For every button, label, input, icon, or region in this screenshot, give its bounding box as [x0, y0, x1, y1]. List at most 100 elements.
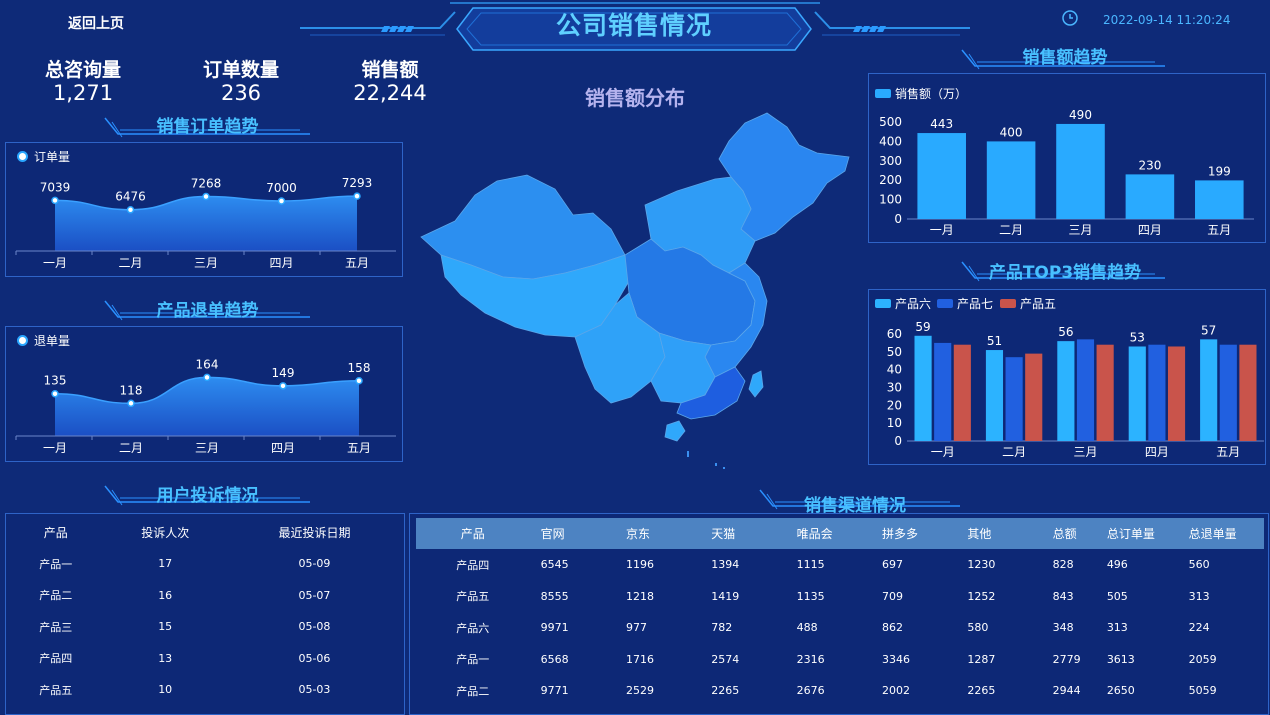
- bar[interactable]: [1200, 339, 1218, 441]
- x-tick-label: 二月: [119, 441, 143, 455]
- col-header: 总订单量: [1096, 518, 1179, 549]
- table-row[interactable]: 产品六 9971 977 782 488 862 580 348 313 224: [416, 612, 1264, 644]
- table-cell: 05-09: [298, 557, 331, 571]
- table-cell: 产品一: [39, 557, 73, 571]
- table-row[interactable]: 产品三 15 05-08: [6, 611, 404, 643]
- table-row[interactable]: 产品一 6568 1716 2574 2316 3346 1287 2779 3613 2059: [416, 644, 1264, 676]
- y-tick-label: 50: [887, 345, 902, 359]
- table-cell: 1218: [625, 589, 654, 603]
- data-point[interactable]: [126, 205, 135, 214]
- channels-title: 销售渠道情况: [804, 496, 906, 516]
- table-header-row: 产品 官网 京东 天猫 唯品会 拼多多 其他 总额 总订单量 总退单量: [416, 518, 1264, 549]
- bar[interactable]: [986, 141, 1036, 219]
- table-cell: 2779: [1052, 652, 1081, 666]
- x-tick-label: 一月: [43, 441, 67, 455]
- data-point[interactable]: [202, 192, 210, 201]
- legend-dot-icon: [17, 151, 28, 162]
- col-header: 最近投诉日期: [278, 526, 351, 540]
- legend-label: 产品七: [957, 297, 994, 311]
- map-region-taiwan[interactable]: [748, 370, 764, 398]
- x-tick-label: 一月: [931, 445, 955, 459]
- bar[interactable]: [1195, 180, 1244, 219]
- data-label: 7000: [266, 181, 297, 195]
- table-cell: 产品一: [456, 653, 490, 667]
- y-tick-label: 400: [879, 134, 902, 148]
- table-cell: 2265: [711, 684, 740, 698]
- data-point[interactable]: [51, 389, 59, 398]
- stat-orders: 订单数量 236: [181, 55, 301, 105]
- table-cell: 05-08: [298, 620, 331, 634]
- data-label: 118: [120, 383, 143, 397]
- refund-legend[interactable]: 退单量: [17, 332, 70, 349]
- table-row[interactable]: 产品五 8555 1218 1419 1135 709 1252 843 505 313: [416, 581, 1264, 613]
- clock-icon: [1062, 10, 1078, 26]
- data-point[interactable]: [127, 399, 135, 408]
- table-cell: 13: [158, 651, 173, 665]
- map-region-guangdong[interactable]: [676, 366, 746, 420]
- data-point[interactable]: [277, 197, 286, 205]
- x-tick-label: 三月: [194, 256, 218, 270]
- bar[interactable]: [1076, 339, 1095, 441]
- sales-trend-panel: 销售额（万） 0 100 200 300 400 500 443 一月 400 二月 490 三月 23…: [868, 73, 1266, 243]
- col-header: 拼多多: [871, 518, 958, 549]
- bar[interactable]: [934, 342, 952, 441]
- table-cell: 2650: [1106, 684, 1135, 698]
- table-cell: 1419: [711, 589, 740, 603]
- bar[interactable]: [1219, 344, 1237, 441]
- table-row[interactable]: 产品二 16 05-07: [6, 580, 404, 612]
- stat-inquiries: 总咨询量 1,271: [23, 55, 143, 105]
- bar[interactable]: [1005, 357, 1023, 441]
- table-cell: 9771: [540, 684, 569, 698]
- data-point[interactable]: [353, 192, 361, 200]
- data-point[interactable]: [51, 196, 59, 205]
- y-tick-label: 30: [887, 381, 902, 395]
- table-cell: 9971: [540, 621, 569, 635]
- x-tick-label: 一月: [43, 256, 67, 270]
- order-legend[interactable]: 订单量: [17, 148, 70, 165]
- refund-trend-panel: 退单量 135 一月 118 二月 164 三月 149 四月 158 五月: [5, 326, 403, 462]
- china-sales-map[interactable]: [415, 105, 860, 480]
- datetime: 2022-09-14 11:20:24: [1103, 13, 1231, 27]
- bar[interactable]: [1128, 346, 1146, 441]
- table-row[interactable]: 产品五 10 05-03: [6, 674, 404, 706]
- bar[interactable]: [914, 335, 932, 441]
- bar[interactable]: [1167, 346, 1186, 441]
- table-row[interactable]: 产品四 13 05-06: [6, 643, 404, 675]
- data-label: 7268: [191, 177, 222, 191]
- bar[interactable]: [1025, 353, 1043, 441]
- data-point[interactable]: [355, 377, 363, 385]
- y-tick-label: 0: [894, 212, 902, 226]
- data-label: 400: [1000, 125, 1023, 139]
- bar[interactable]: [917, 133, 966, 219]
- table-cell: 348: [1052, 621, 1074, 635]
- map-region-hainan[interactable]: [664, 420, 686, 442]
- bar[interactable]: [953, 344, 971, 441]
- bar[interactable]: [1056, 123, 1105, 219]
- data-point[interactable]: [279, 382, 287, 390]
- bar[interactable]: [1148, 344, 1166, 441]
- title-frame-shape: [456, 7, 812, 51]
- sales-legend[interactable]: 销售额（万）: [875, 85, 967, 102]
- table-cell: 2676: [796, 684, 825, 698]
- bar[interactable]: [1096, 344, 1114, 441]
- top3-legend-p5[interactable]: 产品五: [1000, 295, 1056, 312]
- top3-legend-p7[interactable]: 产品七: [937, 295, 993, 312]
- x-tick-label: 五月: [1216, 445, 1240, 459]
- table-row[interactable]: 产品四 6545 1196 1394 1115 697 1230 828 496 560: [416, 549, 1264, 581]
- col-header: 总额: [1042, 518, 1097, 549]
- back-link[interactable]: 返回上页: [68, 16, 124, 32]
- table-row[interactable]: 产品一 17 05-09: [6, 548, 404, 580]
- bar[interactable]: [985, 350, 1004, 441]
- bar[interactable]: [1239, 344, 1257, 441]
- table-cell: 16: [158, 588, 173, 602]
- bar[interactable]: [1057, 341, 1075, 441]
- data-point[interactable]: [203, 373, 211, 382]
- south-sea-islands: [687, 451, 725, 469]
- order-area-chart: 7039 一月 6476 二月 7268 三月 7000 四月 7293 五月: [15, 176, 396, 270]
- table-row[interactable]: 产品二 9771 2529 2265 2676 2002 2265 2944 2650 5059: [416, 675, 1264, 707]
- y-tick-label: 10: [887, 416, 902, 430]
- table-cell: 2529: [625, 684, 654, 698]
- bar[interactable]: [1125, 174, 1175, 219]
- table-cell: 2944: [1052, 684, 1081, 698]
- top3-legend-p6[interactable]: 产品六: [875, 295, 931, 312]
